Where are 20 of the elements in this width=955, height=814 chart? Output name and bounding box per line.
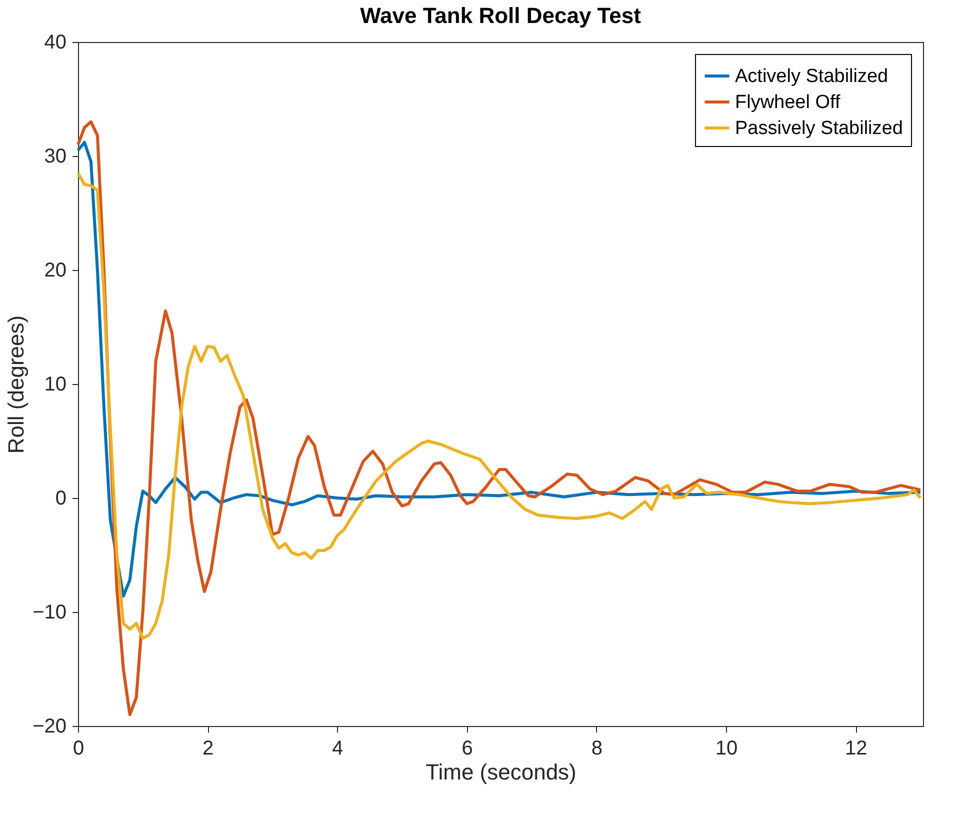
- y-tick-label: 0: [55, 488, 66, 510]
- y-tick-label: −20: [32, 716, 66, 738]
- x-tick-label: 10: [715, 738, 738, 760]
- x-axis-title: Time (seconds): [426, 760, 576, 784]
- legend-label: Actively Stabilized: [735, 66, 888, 87]
- y-tick-label: 40: [44, 32, 66, 54]
- y-tick-label: −10: [32, 602, 66, 624]
- x-tick-label: 8: [591, 738, 602, 760]
- y-tick-label: 10: [44, 374, 66, 396]
- legend-label: Passively Stabilized: [735, 118, 903, 139]
- y-axis-title: Roll (degrees): [4, 315, 29, 454]
- x-tick-label: 12: [844, 738, 868, 760]
- y-tick-label: 30: [44, 146, 66, 168]
- x-tick-label: 6: [462, 738, 473, 760]
- legend-label: Flywheel Off: [735, 92, 841, 113]
- x-tick-label: 2: [202, 738, 214, 760]
- x-tick-label: 0: [72, 738, 84, 760]
- y-tick-label: 20: [44, 260, 66, 282]
- x-tick-label: 4: [332, 738, 344, 760]
- chart-title: Wave Tank Roll Decay Test: [360, 3, 642, 28]
